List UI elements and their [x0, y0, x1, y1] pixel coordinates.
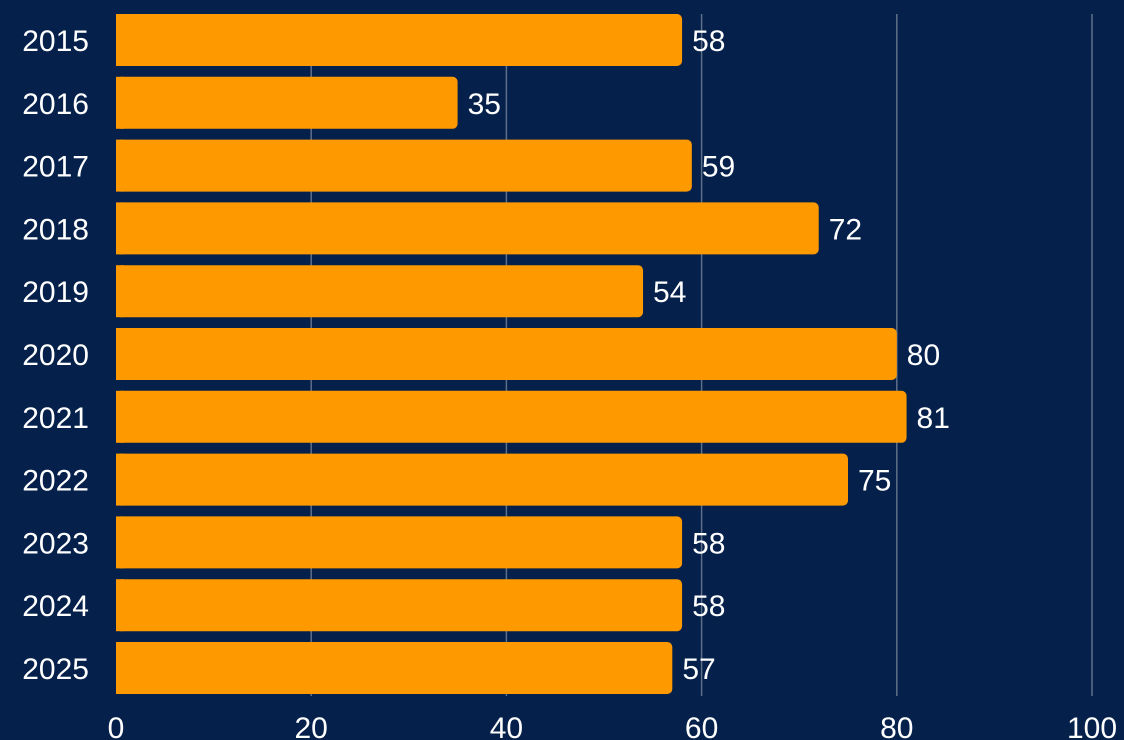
bars [116, 14, 907, 694]
y-tick-label-2021: 2021 [22, 402, 89, 435]
y-tick-label-2019: 2019 [22, 276, 89, 309]
y-tick-label-2024: 2024 [22, 590, 89, 623]
y-tick-label-2018: 2018 [22, 213, 89, 246]
bar-2018[interactable] [116, 202, 819, 255]
y-tick-label-2016: 2016 [22, 88, 89, 121]
bar-base-2025 [116, 642, 124, 694]
bar-2015[interactable] [116, 14, 683, 66]
x-tick-label-20: 20 [295, 712, 328, 740]
data-label-2020: 80 [907, 339, 940, 372]
bar-2020[interactable] [116, 328, 897, 380]
bar-base-2022 [116, 453, 124, 506]
bar-base-2017 [116, 139, 124, 192]
bar-base-2020 [116, 328, 124, 380]
data-label-2025: 57 [682, 653, 715, 686]
x-tick-label-0: 0 [108, 712, 125, 740]
bar-base-2015 [116, 14, 124, 66]
bar-base-2019 [116, 265, 124, 318]
y-tick-label-2017: 2017 [22, 151, 89, 184]
x-tick-label-60: 60 [685, 712, 718, 740]
bar-base-2024 [116, 579, 124, 632]
bar-2021[interactable] [116, 390, 907, 443]
y-tick-label-2020: 2020 [22, 339, 89, 372]
bar-2025[interactable] [116, 642, 673, 694]
x-tick-label-100: 100 [1067, 712, 1117, 740]
data-label-2015: 58 [692, 25, 725, 58]
bar-2023[interactable] [116, 516, 683, 569]
y-tick-label-2015: 2015 [22, 25, 89, 58]
data-label-2016: 35 [468, 88, 501, 121]
data-label-2018: 72 [829, 213, 862, 246]
bar-2024[interactable] [116, 579, 683, 632]
y-tick-label-2025: 2025 [22, 653, 89, 686]
bar-2022[interactable] [116, 453, 848, 506]
data-labels: 58 35 59 72 54 80 81 75 58 58 57 [468, 25, 950, 686]
x-tick-label-40: 40 [490, 712, 523, 740]
data-label-2021: 81 [917, 402, 950, 435]
y-tick-label-2023: 2023 [22, 527, 89, 560]
data-label-2017: 59 [702, 151, 735, 184]
bar-base-2016 [116, 76, 124, 129]
x-tick-label-80: 80 [880, 712, 913, 740]
bar-2016[interactable] [116, 76, 458, 129]
data-label-2019: 54 [653, 276, 686, 309]
data-label-2023: 58 [692, 527, 725, 560]
bar-base-2023 [116, 516, 124, 569]
data-label-2024: 58 [692, 590, 725, 623]
bar-2017[interactable] [116, 139, 692, 192]
bar-base-2021 [116, 390, 124, 443]
y-axis-tick-labels: 2015 2016 2017 2018 2019 2020 2021 2022 2023 2024… [22, 25, 89, 686]
bar-base-2018 [116, 202, 124, 255]
x-axis-tick-labels: 0 20 40 60 80 100 [108, 712, 1117, 740]
y-tick-label-2022: 2022 [22, 465, 89, 498]
data-label-2022: 75 [858, 465, 891, 498]
bar-2019[interactable] [116, 265, 644, 318]
